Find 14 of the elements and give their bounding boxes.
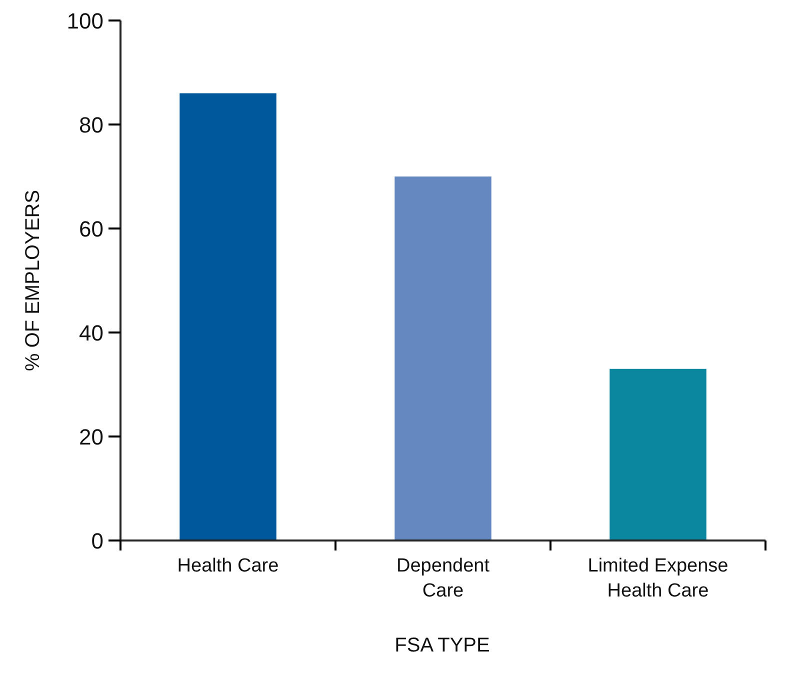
- y-tick-label: 0: [91, 528, 104, 554]
- y-tick-label: 60: [79, 216, 104, 242]
- bar: [394, 176, 492, 540]
- x-tick-label: Limited Expense Health Care: [588, 556, 728, 602]
- y-tick-label: 20: [79, 424, 104, 450]
- x-tick-label: Health Care: [177, 556, 279, 576]
- x-tick-label: Dependent Care: [396, 556, 490, 602]
- y-tick-label: 100: [66, 8, 104, 34]
- bar: [610, 368, 706, 540]
- y-tick-label: 80: [79, 112, 104, 138]
- y-axis-title: % OF EMPLOYERS: [22, 190, 44, 372]
- x-axis-title: FSA TYPE: [394, 634, 490, 657]
- bar: [180, 93, 276, 540]
- y-tick-label: 40: [79, 320, 104, 346]
